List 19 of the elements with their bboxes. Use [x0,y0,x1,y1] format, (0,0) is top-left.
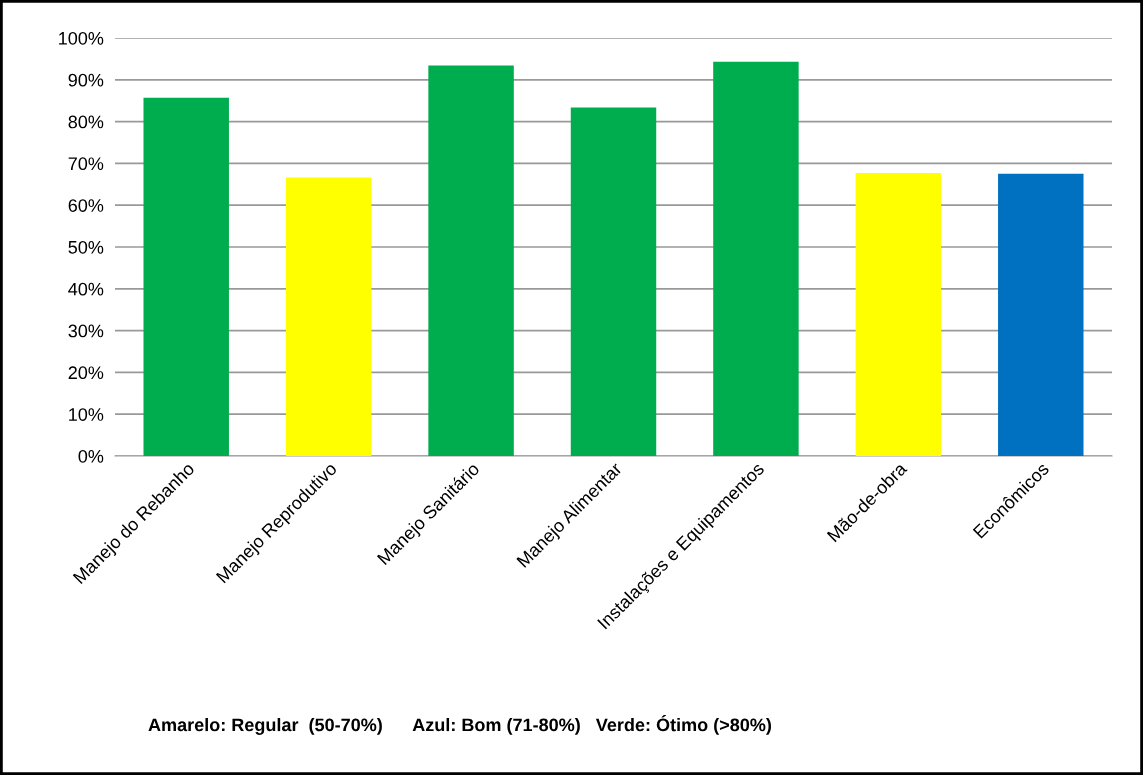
y-tick-label: 90% [68,73,104,87]
bar [428,65,514,456]
y-tick-label: 50% [68,240,104,254]
y-tick-label: 10% [69,408,104,421]
bar [855,173,942,456]
y-tick-label: 40% [68,282,104,296]
text: Amarelo: Regular (50-70%) Azul: Bom (71-80%) Verde: Ótimo (>80%) [148,715,771,735]
bar [143,97,229,456]
y-tick-label: 80% [68,115,104,129]
y-tick-label: 60% [68,199,104,212]
bar [713,61,799,456]
bar [998,173,1084,456]
y-tick-label: 0% [78,449,104,463]
y-tick-label: 30% [68,324,104,338]
bar [285,177,372,456]
bar [570,107,657,456]
y-tick-label: 70% [68,157,104,171]
y-tick-label: 100% [59,31,104,45]
y-tick-label: 20% [68,366,104,380]
